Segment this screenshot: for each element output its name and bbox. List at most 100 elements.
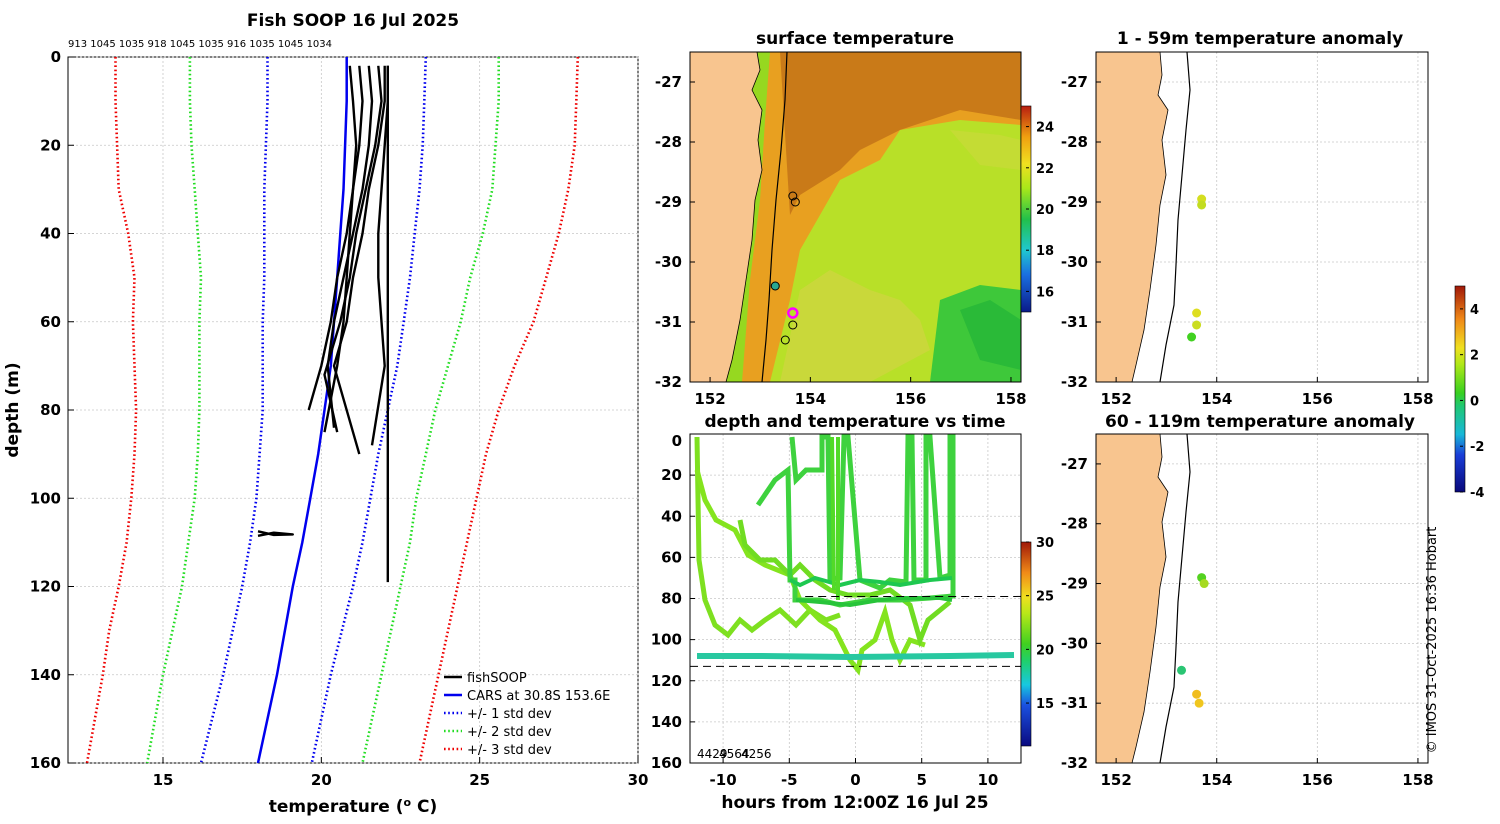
station-marker	[788, 320, 798, 330]
y-tick-label: -28	[655, 133, 682, 151]
time-colorbar	[1020, 541, 1032, 747]
y-tick-label: 60	[40, 313, 61, 331]
shelf-contour	[761, 51, 788, 383]
x-tick-label: 154	[1201, 771, 1232, 789]
sst-colorbar-tick-label: 24	[1036, 121, 1054, 136]
station-marker	[788, 191, 798, 201]
y-tick-label: -32	[655, 373, 682, 391]
y-tick-label: 80	[661, 590, 682, 608]
x-tick-label: 20	[311, 771, 332, 789]
y-tick-label: 120	[651, 672, 682, 690]
shelf-contour-shallow	[1159, 51, 1191, 383]
x-tick-label: 152	[1100, 390, 1131, 408]
y-tick-label: 100	[651, 631, 682, 649]
depth-time-tracks	[694, 434, 1015, 676]
time-colorbar-tick-label: 20	[1036, 643, 1054, 658]
anomaly-colorbar-tick-label: 4	[1470, 303, 1479, 318]
x-tick-label: 156	[1302, 390, 1333, 408]
x-tick-label: 30	[628, 771, 649, 789]
y-tick-label: -29	[655, 193, 682, 211]
anomaly-deep-panel: 152 154 156 158 -27 -28 -29 -30 -31 -32 60 - 119m…	[1061, 285, 1484, 789]
legend-label: +/- 3 std dev	[467, 743, 552, 758]
y-tick-label: 20	[40, 136, 61, 154]
sst-colorbar-tick-label: 16	[1036, 285, 1054, 300]
y-tick-label: -29	[1061, 193, 1088, 211]
x-tick-label: 158	[995, 390, 1026, 408]
time-colorbar-tick-label: 25	[1036, 590, 1054, 605]
fish-profile-line	[332, 65, 386, 455]
y-tick-label: -32	[1061, 754, 1088, 772]
y-tick-label: 120	[30, 578, 61, 596]
anomaly-colorbar	[1454, 285, 1466, 493]
y-tick-label: 140	[651, 713, 682, 731]
legend-label: +/- 1 std dev	[467, 707, 552, 722]
series-line	[199, 57, 269, 764]
y-tick-label: -27	[655, 73, 682, 91]
y-tick-label: -29	[1061, 575, 1088, 593]
anomaly-point	[1187, 332, 1197, 342]
y-tick-label: -31	[655, 313, 682, 331]
anomaly-point	[1197, 200, 1207, 210]
y-tick-label: -31	[1061, 694, 1088, 712]
y-tick-label: -30	[1061, 253, 1088, 271]
anomaly-point	[1192, 308, 1202, 318]
x-tick-label: 10	[977, 771, 998, 789]
x-tick-label: 152	[694, 390, 725, 408]
anomaly-deep-axes	[1095, 433, 1429, 764]
y-tick-label: 60	[661, 548, 682, 566]
anomaly-shallow-title: 1 - 59m temperature anomaly	[1117, 29, 1403, 49]
sst-colorbar-tick-label: 18	[1036, 244, 1054, 259]
anomaly-colorbar-tick-label: 0	[1470, 394, 1479, 409]
y-tick-label: 80	[40, 401, 61, 419]
series-line	[361, 57, 501, 764]
x-tick-label: 25	[469, 771, 490, 789]
series-line	[145, 57, 203, 764]
legend-label: CARS at 30.8S 153.6E	[467, 689, 610, 704]
series-line	[418, 56, 580, 764]
anomaly-colorbar-tick-label: -4	[1470, 486, 1484, 501]
credit-text: © IMOS 31-Oct-2025 16:36 Hobart	[1425, 527, 1440, 754]
x-tick-label: 156	[895, 390, 926, 408]
y-tick-label: -27	[1061, 455, 1088, 473]
sst-map-panel: 152 154 156 158 -27 -28 -29 -30 -31 -32 surface t…	[655, 29, 1054, 408]
header-numbers: 913 1045 1035 918 1045 1035 916 1035 104…	[68, 39, 332, 50]
profile-legend: fishSOOP CARS at 30.8S 153.6E +/- 1 std de…	[444, 671, 610, 758]
x-tick-label: 5	[916, 771, 926, 789]
series-line	[85, 57, 138, 764]
anomaly-point	[1194, 698, 1204, 708]
station-marker	[787, 307, 799, 319]
y-tick-label: 0	[51, 48, 61, 66]
series-line	[256, 57, 348, 764]
station-marker	[770, 281, 780, 291]
anomaly-point	[1177, 665, 1187, 675]
profile-id-label: 4256	[741, 747, 772, 761]
x-tick-label: 154	[1201, 390, 1232, 408]
sst-title: surface temperature	[756, 29, 954, 49]
y-tick-label: 0	[672, 432, 682, 450]
x-tick-label: 0	[850, 771, 860, 789]
x-tick-label: -10	[710, 771, 737, 789]
legend-label: +/- 2 std dev	[467, 725, 552, 740]
y-tick-label: -32	[1061, 373, 1088, 391]
y-tick-label: 40	[40, 225, 61, 243]
profile-x-label: temperature (o C)	[269, 796, 438, 818]
x-tick-label: 15	[153, 771, 174, 789]
shelf-contour-deep	[1159, 433, 1191, 764]
profile-id-label: 4564	[719, 747, 750, 761]
anomaly-point	[1199, 579, 1209, 589]
x-tick-label: -5	[781, 771, 798, 789]
station-marker	[790, 197, 800, 207]
y-tick-label: -30	[655, 253, 682, 271]
coastline-land-deep	[1095, 433, 1169, 764]
series-line	[310, 56, 428, 764]
anomaly-colorbar-tick-label: 2	[1470, 349, 1479, 364]
time-colorbar-tick-label: 15	[1036, 697, 1054, 712]
legend-label: fishSOOP	[467, 671, 527, 686]
anomaly-deep-title: 60 - 119m temperature anomaly	[1105, 412, 1415, 432]
time-colorbar-tick-label: 30	[1036, 536, 1054, 551]
profile-y-label: depth (m)	[3, 362, 23, 457]
coastline-land-shallow	[1095, 51, 1169, 383]
y-tick-label: 140	[30, 666, 61, 684]
